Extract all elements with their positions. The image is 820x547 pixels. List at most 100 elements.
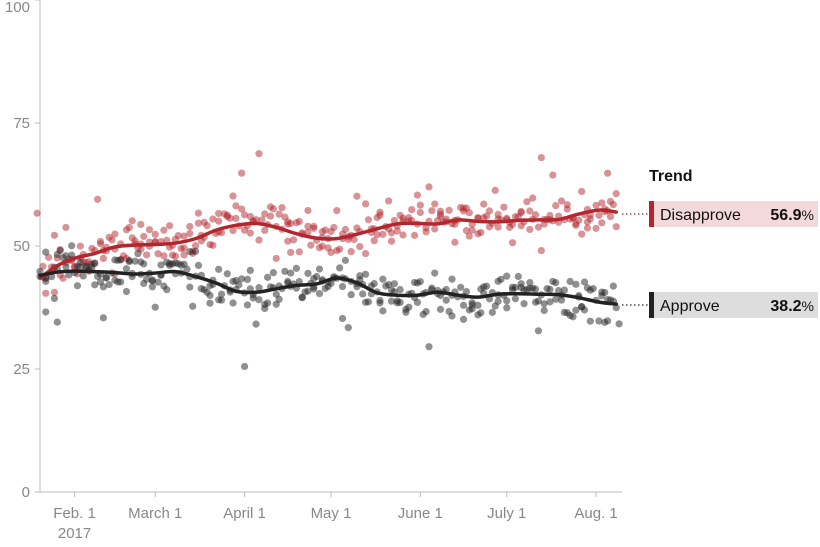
poll-point (379, 307, 387, 315)
poll-point (327, 279, 335, 287)
poll-point (485, 207, 494, 215)
poll-point (511, 283, 519, 292)
poll-point (474, 301, 482, 309)
poll-point (609, 201, 617, 209)
poll-point (287, 219, 295, 228)
poll-point (157, 261, 165, 269)
poll-point (131, 237, 139, 245)
poll-point (612, 304, 620, 312)
poll-point (287, 248, 295, 256)
poll-point (338, 314, 347, 323)
legend-title: Trend (649, 168, 693, 185)
poll-point (393, 227, 401, 235)
poll-point (603, 317, 612, 325)
poll-point (459, 315, 468, 323)
poll-point (194, 261, 203, 269)
disapprove-trend-line (38, 208, 618, 280)
poll-point (370, 237, 378, 245)
poll-point (315, 290, 324, 298)
poll-point (304, 269, 312, 277)
poll-point (413, 298, 422, 307)
poll-point (298, 294, 306, 302)
disapprove-legend-label: Disapprove (660, 207, 741, 224)
poll-point (203, 221, 211, 230)
poll-point (238, 275, 246, 283)
poll-point (477, 228, 485, 237)
poll-point (379, 275, 387, 283)
poll-point (534, 327, 543, 335)
poll-point (370, 279, 378, 288)
poll-point (163, 286, 171, 294)
poll-point (304, 287, 312, 295)
poll-point (503, 304, 511, 312)
poll-point (194, 219, 203, 227)
poll-point (387, 229, 396, 237)
poll-point (422, 307, 430, 316)
poll-point (226, 214, 234, 222)
poll-point (390, 280, 398, 288)
poll-point (252, 216, 260, 224)
poll-point (128, 217, 136, 225)
poll-point (154, 278, 162, 286)
poll-point (42, 248, 50, 256)
poll-point (284, 237, 292, 245)
poll-point (261, 210, 269, 218)
poll-point (229, 226, 237, 235)
approve-trend-line (38, 269, 618, 306)
poll-point (511, 295, 519, 303)
poll-point (540, 300, 548, 308)
disapprove-legend-swatch (649, 201, 654, 227)
poll-point (295, 217, 303, 226)
poll-point (183, 265, 191, 273)
poll-point (606, 213, 615, 221)
poll-point (174, 231, 182, 240)
poll-point (364, 216, 373, 224)
y-tick-label: 25 (13, 361, 30, 378)
poll-point (347, 291, 355, 299)
poll-point (399, 214, 407, 222)
poll-point (523, 198, 531, 206)
poll-point (209, 241, 217, 249)
poll-point (387, 237, 396, 245)
poll-point (586, 317, 594, 325)
poll-point (94, 195, 102, 203)
poll-point (215, 209, 223, 218)
poll-point (589, 285, 597, 293)
poll-point (229, 299, 237, 307)
x-tick-label: March 1 (128, 505, 182, 522)
poll-point (405, 303, 413, 311)
poll-point (327, 248, 335, 257)
poll-point (255, 296, 263, 304)
poll-point (59, 274, 67, 282)
poll-point (457, 283, 465, 291)
poll-point (261, 304, 269, 313)
disapprove-legend-value: 56.9% (770, 207, 814, 224)
poll-point (336, 264, 344, 272)
poll-point (189, 302, 197, 310)
poll-point (578, 187, 586, 196)
poll-point (166, 222, 174, 230)
poll-point (442, 296, 450, 304)
poll-point (436, 212, 445, 221)
poll-point (338, 282, 347, 291)
poll-point (68, 242, 76, 250)
poll-point (563, 201, 571, 209)
poll-point (148, 283, 156, 291)
poll-point (264, 299, 272, 307)
poll-point (436, 207, 445, 215)
poll-point (252, 320, 260, 328)
poll-point (134, 250, 142, 258)
poll-point (272, 254, 280, 262)
poll-point (278, 204, 286, 212)
poll-point (598, 219, 606, 227)
poll-point (295, 248, 303, 256)
disapprove-points (33, 150, 620, 297)
poll-point (206, 299, 214, 307)
poll-point (531, 298, 540, 306)
poll-point (376, 299, 384, 307)
poll-point (312, 272, 321, 281)
poll-point (431, 200, 439, 208)
poll-point (145, 226, 154, 234)
poll-point (76, 242, 84, 250)
poll-point (42, 308, 50, 316)
